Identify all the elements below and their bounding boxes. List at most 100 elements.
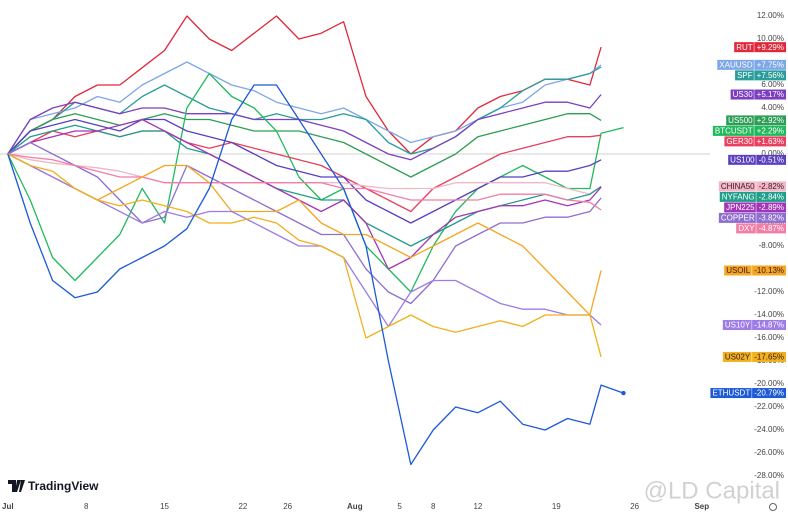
series-tag-value: +7.56%: [757, 71, 784, 80]
series-tag-value: +2.29%: [757, 127, 784, 136]
series-tag-box: [734, 42, 786, 53]
series-tag-box: [726, 115, 786, 126]
y-tick-label: -26.00%: [754, 448, 784, 457]
y-tick-label: -24.00%: [754, 425, 784, 434]
series-tag: -2.89% JPN225: [724, 202, 786, 213]
x-tick-label: 15: [160, 502, 169, 511]
legend-label: US10Y: [725, 321, 751, 330]
series-tag-value: +7.75%: [757, 60, 784, 69]
legend-label: ETHUSDT: [712, 389, 750, 398]
series-tag-value: -3.82%: [759, 214, 784, 223]
x-tick-label: 26: [283, 502, 292, 511]
series-tag-box: [722, 319, 786, 330]
legend-label: COPPER: [721, 214, 755, 223]
logo-icon: [8, 480, 25, 492]
y-tick-label: -16.00%: [754, 333, 784, 342]
y-tick-label: 6.00%: [761, 80, 784, 89]
series-tag-box: [730, 89, 786, 100]
y-tick-label: 12.00%: [757, 11, 784, 20]
x-tick-label: 22: [238, 502, 247, 511]
series-tag-value: -2.82%: [759, 182, 784, 191]
series-tag: +7.75% XAUUSD: [717, 59, 786, 70]
legend-label: US02Y: [725, 353, 751, 362]
series-tag: +1.63% GER30: [724, 136, 786, 147]
legend-label: RUT: [736, 43, 753, 52]
series-line: [7, 141, 602, 305]
x-tick-label: 26: [630, 502, 639, 511]
y-tick-label: -20.00%: [754, 379, 784, 388]
x-tick-label: Jul: [2, 502, 14, 511]
series-tag-value: -2.84%: [759, 193, 784, 202]
labels: 12.00%10.00%6.00%4.00%0.00%-6.00%-8.00%-…: [2, 11, 786, 511]
series-tag-box: [710, 388, 786, 399]
series-line: [7, 84, 624, 466]
brand-name: TradingView: [28, 479, 99, 493]
legend-label: NYFANG: [722, 193, 755, 202]
legend-label: US30: [733, 90, 754, 99]
legend-label: US500: [728, 116, 753, 125]
series-tag: +9.29% RUT: [734, 42, 786, 53]
x-tick-label: Sep: [694, 502, 709, 511]
series-tag-box: [724, 202, 786, 213]
series-tag-box: [724, 265, 786, 276]
series-tag-value: -0.51%: [759, 155, 784, 164]
series-tag-value: -10.13%: [754, 266, 784, 275]
series-line: [7, 113, 602, 178]
series-tag-value: -4.87%: [759, 224, 784, 233]
y-tick-label: -14.00%: [754, 310, 784, 319]
series-tag: -17.65%US02Y: [722, 351, 786, 362]
plot: [0, 15, 710, 466]
legend-label: US100: [730, 155, 755, 164]
series-line: [7, 153, 602, 211]
watermark: @LD Capital: [644, 477, 780, 504]
series-tag-box: [712, 125, 786, 136]
settings-icon[interactable]: [769, 503, 777, 511]
series-line: [7, 153, 602, 328]
series-tag-box: [735, 70, 786, 81]
x-tick-label: 19: [552, 502, 561, 511]
brand-logo: TradingView: [8, 479, 99, 493]
series-tag-value: +9.29%: [757, 43, 784, 52]
y-tick-label: -28.00%: [754, 471, 784, 480]
series-tag: -0.51% US100: [728, 154, 786, 165]
series-line: [7, 153, 602, 316]
x-tick-label: 5: [397, 502, 402, 511]
legend-label: DXY: [738, 224, 755, 233]
legend-label: GER30: [726, 137, 753, 146]
x-tick-label: Aug: [347, 502, 363, 511]
series-tag-box: [717, 59, 786, 70]
series-tag-box: [724, 136, 786, 147]
series-tag-value: -20.79%: [754, 389, 784, 398]
series-tag: -10.13%USOIL: [724, 265, 786, 276]
x-tick-label: 8: [431, 502, 436, 511]
series-tag-value: +2.92%: [757, 116, 784, 125]
legend-label: BTCUSDT: [715, 127, 753, 136]
series-tag-box: [718, 181, 786, 192]
series-tag-value: -17.65%: [754, 353, 784, 362]
series-tag-box: [722, 351, 786, 362]
legend-label: SPF: [737, 71, 753, 80]
series-line: [7, 118, 602, 270]
series-line: [7, 153, 602, 358]
y-tick-label: 0.00%: [761, 149, 784, 158]
legend-label: USOIL: [726, 266, 751, 275]
series-tag-box: [718, 212, 786, 223]
series-tag-box: [736, 223, 786, 234]
y-tick-label: -12.00%: [754, 287, 784, 296]
series-tag: -2.84% NYFANG: [719, 191, 786, 202]
series-tag: +5.17%US30: [730, 89, 786, 100]
x-tick-label: 8: [84, 502, 89, 511]
series-line: [7, 124, 602, 247]
series-tag: -4.87% DXY: [736, 223, 786, 234]
y-tick-label: -22.00%: [754, 402, 784, 411]
series-tag: +2.92% US500: [726, 115, 786, 126]
series-tag-box: [728, 154, 786, 165]
series-line: [7, 94, 602, 161]
series-tag-value: -2.89%: [759, 203, 784, 212]
y-tick-label: 4.00%: [761, 103, 784, 112]
y-tick-label: -8.00%: [759, 241, 784, 250]
series-tag: -20.79% ETHUSDT: [710, 388, 786, 399]
legend-label: CHINA50: [721, 182, 755, 191]
series-tag-value: +5.17%: [757, 90, 784, 99]
